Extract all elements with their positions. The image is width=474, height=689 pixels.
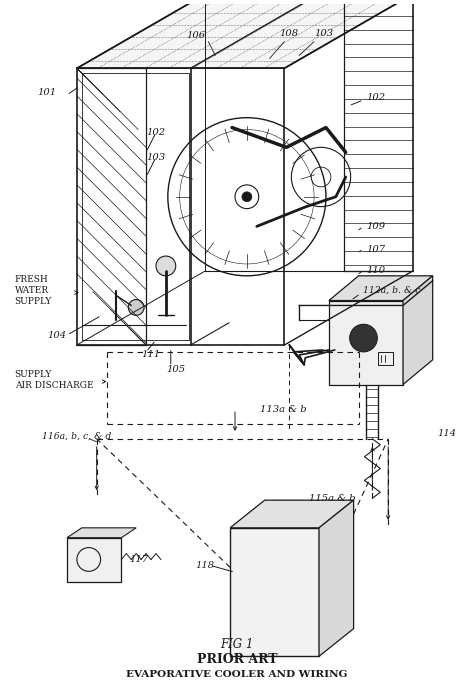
Text: 107: 107 bbox=[366, 245, 385, 254]
Text: EVAPORATIVE COOLER AND WIRING: EVAPORATIVE COOLER AND WIRING bbox=[126, 670, 348, 679]
Polygon shape bbox=[403, 276, 433, 384]
Text: 103: 103 bbox=[314, 29, 333, 38]
Polygon shape bbox=[329, 276, 433, 300]
Text: 110: 110 bbox=[366, 267, 385, 276]
Text: 101: 101 bbox=[37, 88, 56, 97]
Text: 109: 109 bbox=[366, 222, 385, 231]
Circle shape bbox=[156, 256, 176, 276]
Text: 118: 118 bbox=[195, 561, 215, 570]
Text: 106: 106 bbox=[186, 31, 205, 40]
Circle shape bbox=[242, 192, 252, 202]
Polygon shape bbox=[319, 500, 354, 657]
Text: 114: 114 bbox=[438, 429, 457, 438]
Text: 105: 105 bbox=[166, 365, 185, 374]
Text: FIG 1: FIG 1 bbox=[220, 638, 254, 651]
Text: SUPPLY
AIR DISCHARGE: SUPPLY AIR DISCHARGE bbox=[15, 369, 93, 390]
Text: 104: 104 bbox=[47, 331, 66, 340]
Polygon shape bbox=[77, 0, 413, 68]
Text: 102: 102 bbox=[146, 128, 165, 137]
Text: 116a, b, c, & d: 116a, b, c, & d bbox=[42, 431, 111, 440]
Text: 111: 111 bbox=[141, 351, 160, 360]
Text: 115a & b: 115a & b bbox=[309, 494, 356, 503]
Text: 117: 117 bbox=[129, 555, 148, 564]
Polygon shape bbox=[67, 528, 136, 537]
Text: PRIOR ART: PRIOR ART bbox=[197, 652, 277, 666]
Text: 113a & b: 113a & b bbox=[260, 404, 306, 413]
Text: 112a, b. & c: 112a, b. & c bbox=[364, 286, 421, 295]
Polygon shape bbox=[230, 500, 354, 528]
Polygon shape bbox=[329, 300, 403, 384]
Text: 102: 102 bbox=[366, 94, 385, 103]
Circle shape bbox=[350, 325, 377, 352]
Polygon shape bbox=[230, 528, 319, 657]
Circle shape bbox=[128, 300, 144, 316]
Text: 108: 108 bbox=[280, 29, 299, 38]
Polygon shape bbox=[67, 537, 121, 582]
Text: 103: 103 bbox=[146, 153, 165, 162]
Text: FRESH
WATER
SUPPLY: FRESH WATER SUPPLY bbox=[15, 275, 52, 306]
